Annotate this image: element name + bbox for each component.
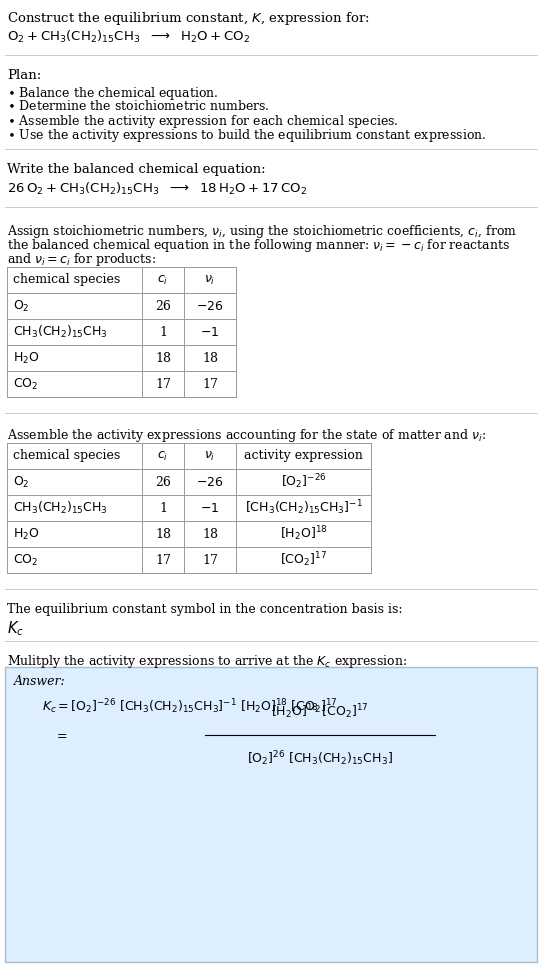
Text: $[\mathrm{H_2O}]^{18}$: $[\mathrm{H_2O}]^{18}$	[280, 525, 327, 543]
Text: $\bullet$ Determine the stoichiometric numbers.: $\bullet$ Determine the stoichiometric n…	[7, 99, 269, 113]
Text: $[\mathrm{CH_3(CH_2)_{15}CH_3}]^{-1}$: $[\mathrm{CH_3(CH_2)_{15}CH_3}]^{-1}$	[244, 499, 363, 517]
Text: 17: 17	[202, 377, 218, 391]
Text: The equilibrium constant symbol in the concentration basis is:: The equilibrium constant symbol in the c…	[7, 603, 403, 616]
Text: $\bullet$ Balance the chemical equation.: $\bullet$ Balance the chemical equation.	[7, 85, 219, 102]
Text: $\mathrm{H_2O}$: $\mathrm{H_2O}$	[13, 350, 40, 366]
Text: Assign stoichiometric numbers, $\nu_i$, using the stoichiometric coefficients, $: Assign stoichiometric numbers, $\nu_i$, …	[7, 223, 517, 240]
Text: $\nu_i$: $\nu_i$	[204, 450, 216, 462]
Text: $\mathrm{O_2}$: $\mathrm{O_2}$	[13, 475, 30, 489]
Text: 18: 18	[155, 351, 171, 365]
Text: $[\mathrm{O_2}]^{26}\ [\mathrm{CH_3(CH_2)_{15}CH_3}]$: $[\mathrm{O_2}]^{26}\ [\mathrm{CH_3(CH_2…	[247, 749, 393, 768]
Text: $c_i$: $c_i$	[157, 273, 169, 287]
Text: $\mathrm{CH_3(CH_2)_{15}CH_3}$: $\mathrm{CH_3(CH_2)_{15}CH_3}$	[13, 500, 108, 516]
Text: $\mathrm{O_2}$: $\mathrm{O_2}$	[13, 298, 30, 314]
Text: $-26$: $-26$	[196, 299, 224, 313]
Text: chemical species: chemical species	[13, 450, 120, 462]
Text: 26: 26	[155, 476, 171, 488]
Bar	[7, 443, 371, 573]
FancyBboxPatch shape	[5, 667, 537, 962]
Text: $c_i$: $c_i$	[157, 450, 169, 462]
Text: $\mathrm{O_2 + CH_3(CH_2)_{15}CH_3}$  $\longrightarrow$  $\mathrm{H_2O + CO_2}$: $\mathrm{O_2 + CH_3(CH_2)_{15}CH_3}$ $\l…	[7, 29, 250, 45]
Text: 26: 26	[155, 299, 171, 313]
Text: 18: 18	[155, 528, 171, 540]
Text: $-1$: $-1$	[201, 502, 220, 514]
Text: Construct the equilibrium constant, $K$, expression for:: Construct the equilibrium constant, $K$,…	[7, 10, 370, 27]
Text: $\bullet$ Use the activity expressions to build the equilibrium constant express: $\bullet$ Use the activity expressions t…	[7, 127, 487, 144]
Text: the balanced chemical equation in the following manner: $\nu_i = -c_i$ for react: the balanced chemical equation in the fo…	[7, 237, 510, 254]
Text: 18: 18	[202, 528, 218, 540]
Text: $\mathrm{26\,O_2 + CH_3(CH_2)_{15}CH_3}$  $\longrightarrow$  $\mathrm{18\,H_2O +: $\mathrm{26\,O_2 + CH_3(CH_2)_{15}CH_3}$…	[7, 181, 307, 197]
Text: $\bullet$ Assemble the activity expression for each chemical species.: $\bullet$ Assemble the activity expressi…	[7, 113, 398, 130]
Text: 17: 17	[202, 554, 218, 566]
Text: 17: 17	[155, 554, 171, 566]
Text: Mulitply the activity expressions to arrive at the $K_c$ expression:: Mulitply the activity expressions to arr…	[7, 653, 407, 670]
Text: 1: 1	[159, 325, 167, 339]
Text: $-26$: $-26$	[196, 476, 224, 488]
Text: $\mathrm{CO_2}$: $\mathrm{CO_2}$	[13, 376, 38, 392]
Text: $[\mathrm{O_2}]^{-26}$: $[\mathrm{O_2}]^{-26}$	[281, 473, 326, 491]
Text: $[\mathrm{CO_2}]^{17}$: $[\mathrm{CO_2}]^{17}$	[280, 551, 327, 569]
Text: chemical species: chemical species	[13, 273, 120, 287]
Text: $\mathrm{H_2O}$: $\mathrm{H_2O}$	[13, 527, 40, 541]
Text: $K_c = [\mathrm{O_2}]^{-26}$ $[\mathrm{CH_3(CH_2)_{15}CH_3}]^{-1}$ $[\mathrm{H_2: $K_c = [\mathrm{O_2}]^{-26}$ $[\mathrm{C…	[42, 697, 338, 716]
Text: Plan:: Plan:	[7, 69, 41, 82]
Text: $\nu_i$: $\nu_i$	[204, 273, 216, 287]
Text: $\mathrm{CH_3(CH_2)_{15}CH_3}$: $\mathrm{CH_3(CH_2)_{15}CH_3}$	[13, 324, 108, 340]
Text: $=$: $=$	[54, 729, 68, 741]
Text: 17: 17	[155, 377, 171, 391]
Text: Write the balanced chemical equation:: Write the balanced chemical equation:	[7, 163, 266, 176]
Text: $[\mathrm{H_2O}]^{18}\ [\mathrm{CO_2}]^{17}$: $[\mathrm{H_2O}]^{18}\ [\mathrm{CO_2}]^{…	[271, 703, 369, 721]
Text: 18: 18	[202, 351, 218, 365]
Text: $K_c$: $K_c$	[7, 619, 24, 638]
Text: Assemble the activity expressions accounting for the state of matter and $\nu_i$: Assemble the activity expressions accoun…	[7, 427, 486, 444]
Text: 1: 1	[159, 502, 167, 514]
Text: $-1$: $-1$	[201, 325, 220, 339]
Text: Answer:: Answer:	[14, 675, 66, 688]
Bar	[7, 267, 236, 397]
Text: $\mathrm{CO_2}$: $\mathrm{CO_2}$	[13, 552, 38, 567]
Text: activity expression: activity expression	[244, 450, 363, 462]
Text: and $\nu_i = c_i$ for products:: and $\nu_i = c_i$ for products:	[7, 251, 156, 268]
